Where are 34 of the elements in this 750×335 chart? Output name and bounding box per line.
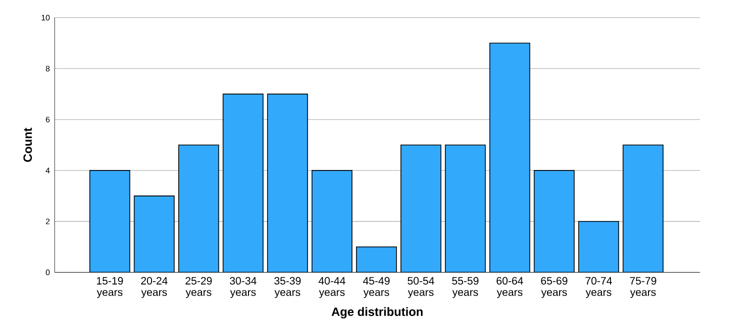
y-axis-title: Count <box>23 128 32 162</box>
x-tick-label: 45-49 years <box>363 277 390 298</box>
bar <box>267 94 308 272</box>
x-tick-label: 65-69 years <box>541 277 568 298</box>
y-tick-label: 6 <box>46 116 50 122</box>
bar <box>134 196 175 272</box>
y-tick-label: 4 <box>46 168 50 174</box>
bar <box>444 144 486 272</box>
bar <box>489 42 530 272</box>
x-tick-label: 75-79 years <box>630 277 656 298</box>
bar <box>356 246 397 272</box>
y-tick-label: 8 <box>46 66 50 72</box>
bar <box>222 94 264 272</box>
y-tick-label: 0 <box>46 269 50 276</box>
x-tick-label: 60-64 years <box>496 277 524 298</box>
y-tick-label: 2 <box>46 218 50 224</box>
x-tick-label: 40-44 years <box>318 277 346 298</box>
x-tick-label: 50-54 years <box>408 277 434 298</box>
bar <box>622 144 664 272</box>
x-tick-label: 55-59 years <box>452 277 478 298</box>
bar <box>578 220 620 272</box>
x-tick-label: 35-39 years <box>274 277 301 298</box>
bar <box>312 170 352 272</box>
x-axis-title: Age distribution <box>332 307 423 318</box>
bar <box>178 144 220 272</box>
x-tick-label: 20-24 years <box>141 277 168 298</box>
y-tick-label: 10 <box>42 14 50 20</box>
x-tick-label: 70-74 years <box>586 277 612 298</box>
x-tick-label: 25-29 years <box>186 277 212 298</box>
bar <box>89 170 130 272</box>
x-tick-label: 15-19 years <box>96 277 123 298</box>
bar <box>534 170 575 272</box>
bar <box>400 144 442 272</box>
x-tick-label: 30-34 years <box>230 277 256 298</box>
